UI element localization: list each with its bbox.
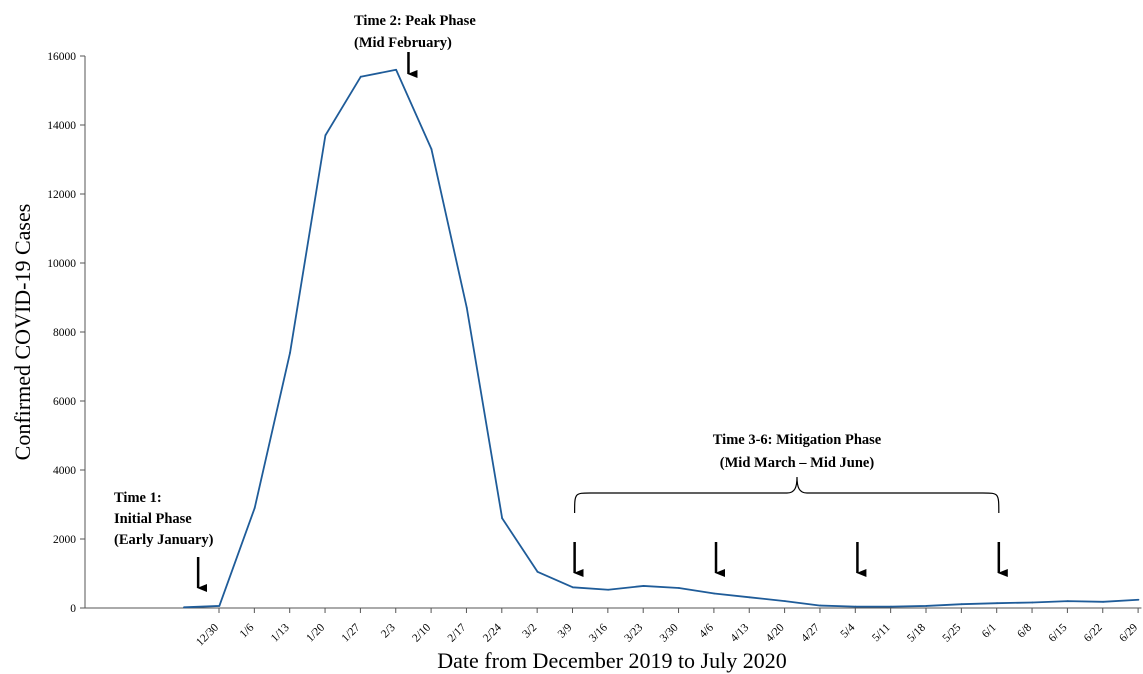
y-tick-label: 14000: [47, 120, 76, 132]
data-point: [395, 68, 397, 71]
annotation-time36-text: Time 3-6: Mitigation Phase: [713, 432, 882, 448]
x-axis-title: Date from December 2019 to July 2020: [437, 648, 786, 673]
x-tick-label: 1/6: [238, 621, 257, 640]
annotation-time1-text: (Early January): [114, 532, 214, 548]
data-point: [430, 148, 433, 151]
y-tick-label: 4000: [53, 465, 76, 477]
data-point: [819, 604, 822, 607]
data-point: [642, 585, 645, 587]
x-tick-label: 3/23: [622, 621, 645, 644]
x-tick-label: 2/17: [446, 621, 469, 644]
data-point: [784, 600, 786, 602]
annotation-time2-text: Time 2: Peak Phase: [354, 13, 476, 29]
data-point: [501, 517, 504, 520]
y-tick-label: 2000: [53, 534, 76, 546]
x-tick-label: 2/10: [410, 621, 433, 644]
series-layer: [183, 68, 1140, 609]
annotation-time1-text: Time 1:: [114, 490, 162, 506]
x-tick-label: 5/4: [839, 621, 858, 640]
y-axis-title: Confirmed COVID-19 Cases: [10, 204, 35, 461]
annotations: Time 1: Initial Phase (Early January) Time …: [114, 13, 1008, 592]
x-axis: 12/30 1/6 1/13 1/20 1/27 2/3 2/10 2/17 2/24 3/2 3/…: [85, 607, 1142, 649]
x-tick-label: 1/27: [340, 621, 363, 644]
annotation-time2-text: (Mid February): [354, 35, 452, 51]
y-tick-label: 8000: [53, 327, 76, 339]
data-point: [1102, 600, 1104, 603]
x-tick-label: 5/18: [905, 621, 928, 644]
data-point: [536, 570, 539, 573]
x-tick-label: 3/30: [658, 621, 681, 644]
data-point: [890, 605, 892, 608]
x-tick-label: 1/20: [304, 621, 327, 644]
y-tick-label: 6000: [53, 396, 76, 408]
data-point: [925, 605, 928, 607]
x-tick-label: 4/6: [697, 621, 716, 640]
y-tick-label: 10000: [47, 258, 76, 270]
x-tick-label: 5/25: [941, 621, 964, 644]
data-point: [996, 602, 998, 605]
x-tick-label: 4/27: [799, 621, 822, 644]
x-tick-label: 6/1: [980, 621, 999, 640]
data-point: [1031, 601, 1034, 604]
x-tick-label: 3/2: [520, 621, 539, 640]
x-tick-label: 2/24: [481, 621, 504, 644]
annotation-time1-text: Initial Phase: [114, 511, 192, 527]
data-point: [218, 605, 221, 607]
y-tick-label: 12000: [47, 189, 76, 201]
data-point: [1137, 598, 1140, 601]
x-tick-label: 5/11: [870, 621, 893, 644]
annotation-time36-brace: [574, 476, 1000, 514]
data-point: [678, 587, 680, 589]
x-tick-label: 6/22: [1082, 621, 1105, 644]
x-tick-label: 3/16: [587, 621, 610, 644]
data-point: [324, 134, 327, 137]
x-tick-label: 6/29: [1117, 621, 1140, 644]
x-tick-label: 4/20: [764, 621, 787, 644]
data-point: [289, 351, 291, 354]
annotation-time36-text: (Mid March – Mid June): [720, 455, 875, 471]
data-point: [607, 588, 610, 591]
x-tick-label: 1/13: [269, 621, 292, 644]
x-tick-label: 12/30: [194, 621, 221, 648]
data-point: [571, 586, 574, 589]
data-point: [183, 606, 185, 609]
x-tick-label: 6/15: [1047, 621, 1070, 644]
data-point: [465, 306, 468, 309]
x-tick-label: 2/3: [379, 621, 398, 640]
series-line: [183, 68, 1139, 609]
data-point: [960, 603, 963, 606]
data-point: [713, 592, 716, 595]
data-point: [748, 596, 751, 599]
x-tick-label: 3/9: [556, 621, 575, 640]
data-point: [854, 605, 857, 608]
data-point: [359, 75, 362, 78]
x-tick-label: 4/13: [728, 621, 751, 644]
y-tick-label: 0: [70, 603, 76, 615]
y-tick-label: 16000: [47, 51, 76, 63]
data-point: [1066, 600, 1069, 602]
y-axis: 0 2000 4000 6000 8000 10000 12000 14000 16000: [47, 51, 86, 615]
data-point: [253, 507, 256, 509]
x-tick-label: 6/8: [1015, 621, 1034, 640]
